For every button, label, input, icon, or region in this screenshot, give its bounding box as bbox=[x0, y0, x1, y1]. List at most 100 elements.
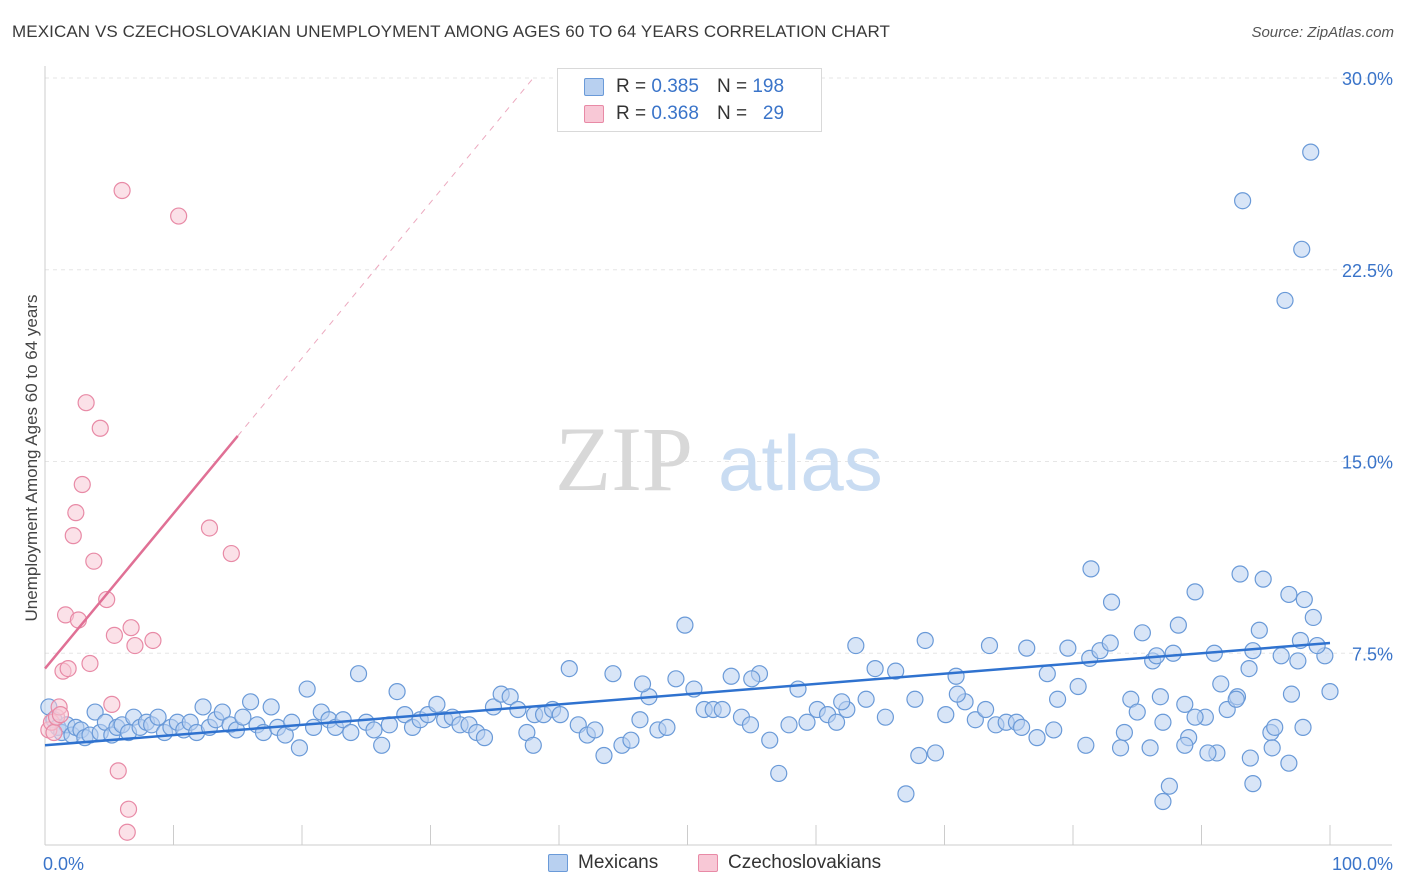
mexicans-point bbox=[1111, 739, 1130, 757]
mexicans-point bbox=[501, 688, 519, 706]
mexicans-point bbox=[631, 711, 649, 729]
mexicans-point bbox=[1101, 634, 1119, 652]
czechoslovakians-point bbox=[113, 181, 131, 200]
mexicans-point bbox=[866, 659, 884, 678]
mexicans-point bbox=[1028, 729, 1046, 747]
mexicans-point bbox=[298, 680, 316, 698]
trend-lines bbox=[44, 77, 1331, 747]
czechoslovakians-point bbox=[64, 527, 82, 545]
mexicans-point bbox=[283, 713, 301, 731]
y-axis-label: Unemployment Among Ages 60 to 64 years bbox=[22, 295, 41, 622]
czechoslovakians-point bbox=[119, 800, 138, 818]
mexicans-point bbox=[916, 631, 934, 650]
mexicans-point bbox=[722, 667, 740, 685]
legend-swatch-blue bbox=[584, 78, 604, 96]
legend-n-label: N = bbox=[716, 76, 748, 97]
czechoslovakians-point bbox=[103, 695, 121, 713]
mexicans-point bbox=[910, 746, 928, 765]
mexicans-point bbox=[743, 670, 761, 688]
mexicans-point bbox=[524, 736, 542, 754]
mexicans-point bbox=[234, 708, 252, 726]
czechoslovakians-point bbox=[67, 504, 85, 522]
grid-lines bbox=[45, 77, 1392, 654]
mexicans-point bbox=[1295, 590, 1313, 609]
mexicans-point bbox=[1045, 721, 1063, 739]
mexicans-point bbox=[887, 662, 905, 680]
mexicans-point bbox=[1263, 739, 1281, 757]
y-tick-label: 7.5% bbox=[1352, 644, 1393, 664]
legend-r-value: 0.385 bbox=[651, 76, 699, 97]
czechoslovakians-point bbox=[122, 619, 140, 637]
mexicans-point bbox=[1250, 621, 1268, 639]
mexicans-point bbox=[1141, 739, 1159, 757]
tick-labels: 7.5% 15.0% 22.5% 30.0% 0.0% 100.0% bbox=[43, 69, 1393, 874]
mexicans-point bbox=[262, 698, 280, 716]
mexicans-point bbox=[827, 713, 846, 731]
mexicans-point bbox=[1186, 708, 1204, 726]
czechoslovakians-point bbox=[118, 823, 136, 841]
legend-row-czechoslovakians: R = 0.368 N = 29 bbox=[584, 101, 784, 127]
mexicans-point bbox=[1276, 291, 1294, 310]
mexicans-point bbox=[304, 718, 323, 736]
czechoslovakians-point bbox=[51, 706, 70, 724]
mexicans-point bbox=[1254, 570, 1272, 588]
mexicans-point bbox=[857, 690, 875, 708]
mexicans-point bbox=[1294, 718, 1312, 736]
chart-title: MEXICAN VS CZECHOSLOVAKIAN UNEMPLOYMENT … bbox=[12, 22, 891, 41]
mexicans-point bbox=[1212, 675, 1230, 693]
mexicans-point bbox=[1240, 659, 1258, 678]
mexicans-point bbox=[798, 713, 816, 731]
mexicans-point bbox=[937, 706, 955, 724]
mexicans-point bbox=[604, 665, 622, 683]
series-swatch-blue bbox=[548, 854, 568, 872]
czechoslovakians-point bbox=[144, 631, 162, 650]
mexicans-point bbox=[1244, 775, 1262, 793]
mexicans-point bbox=[1115, 723, 1134, 742]
mexicans-point bbox=[947, 667, 965, 685]
mexicans-point bbox=[242, 693, 260, 711]
mexicans-point bbox=[1302, 143, 1320, 161]
mexicans-point bbox=[1231, 565, 1249, 583]
series-legend-czechoslovakians: Czechoslovakians bbox=[698, 852, 881, 874]
legend-r-value: 0.368 bbox=[651, 103, 699, 124]
mexicans-point bbox=[1018, 639, 1036, 657]
x-tick-label: 100.0% bbox=[1332, 854, 1393, 874]
mexicans-point bbox=[1160, 777, 1178, 795]
mexicans-point bbox=[1164, 644, 1182, 662]
mexicans-point bbox=[396, 706, 414, 724]
mexicans-point bbox=[1154, 792, 1172, 811]
czechoslovakians-trend-line bbox=[44, 435, 239, 670]
mexicans-point bbox=[770, 764, 788, 783]
czechoslovakians-points bbox=[40, 181, 240, 841]
correlation-legend: R = 0.385 N = 198 R = 0.368 N = 29 bbox=[557, 68, 822, 132]
mexicans-point bbox=[1059, 639, 1077, 657]
czechoslovakians-point bbox=[98, 590, 116, 609]
mexicans-point bbox=[980, 636, 999, 655]
mexicans-point bbox=[1176, 695, 1194, 713]
mexicans-point bbox=[595, 746, 613, 765]
legend-row-mexicans: R = 0.385 N = 198 bbox=[584, 74, 784, 100]
mexicans-points bbox=[40, 143, 1339, 811]
mexicans-point bbox=[833, 693, 851, 711]
czechoslovakians-point bbox=[109, 762, 127, 780]
mexicans-point bbox=[342, 723, 360, 742]
mexicans-point bbox=[349, 665, 368, 683]
mexicans-point bbox=[428, 695, 446, 713]
mexicans-point bbox=[586, 721, 604, 739]
mexicans-point bbox=[622, 731, 640, 749]
mexicans-point bbox=[1176, 736, 1194, 754]
mexicans-point bbox=[1133, 624, 1151, 642]
mexicans-point bbox=[1069, 677, 1087, 696]
watermark: ZIP atlas bbox=[555, 408, 883, 510]
watermark-atlas: atlas bbox=[718, 419, 883, 507]
mexicans-point bbox=[149, 708, 167, 726]
series-label-mexicans: Mexicans bbox=[578, 852, 659, 873]
mexicans-point bbox=[1280, 585, 1298, 604]
watermark-zip: ZIP bbox=[555, 408, 693, 510]
mexicans-point bbox=[1038, 665, 1056, 683]
mexicans-point bbox=[1289, 652, 1307, 670]
series-label-czechoslovakians: Czechoslovakians bbox=[728, 852, 882, 873]
legend-n-value: 198 bbox=[752, 76, 785, 97]
mexicans-point bbox=[1304, 608, 1322, 627]
mexicans-point bbox=[1012, 718, 1031, 736]
